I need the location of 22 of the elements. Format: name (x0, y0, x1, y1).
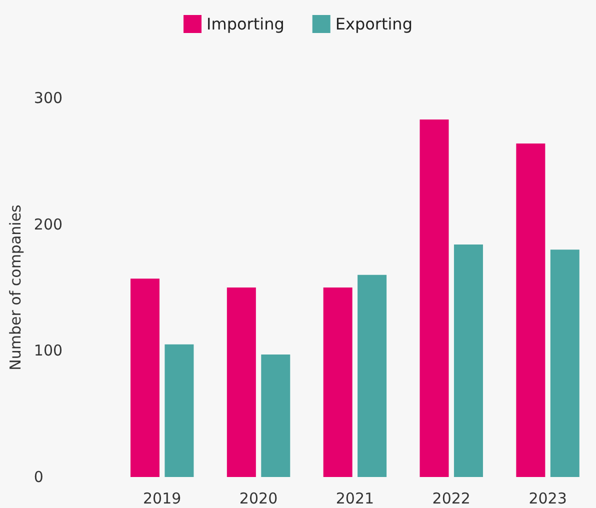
bar (164, 344, 194, 477)
x-tick-label: 2021 (336, 490, 374, 508)
x-tick-label: 2020 (239, 490, 278, 508)
bar (420, 119, 449, 477)
bar (226, 288, 256, 477)
x-tick-label: 2023 (528, 490, 567, 508)
x-tick-label: 2019 (143, 490, 182, 508)
bar (130, 278, 160, 477)
bar (358, 274, 387, 477)
bar (323, 288, 352, 477)
y-axis-title: Number of companies (6, 204, 24, 370)
y-tick-label: 0 (34, 468, 44, 486)
bar (516, 143, 546, 477)
y-tick-label: 100 (34, 342, 63, 360)
y-tick-label: 200 (34, 215, 63, 234)
bar (261, 354, 290, 477)
x-tick-label: 2022 (432, 490, 470, 508)
legend-label: Exporting (335, 14, 412, 34)
legend-label: Importing (206, 14, 284, 34)
bar (550, 250, 580, 477)
bar (454, 244, 483, 477)
y-tick-label: 300 (34, 89, 63, 107)
